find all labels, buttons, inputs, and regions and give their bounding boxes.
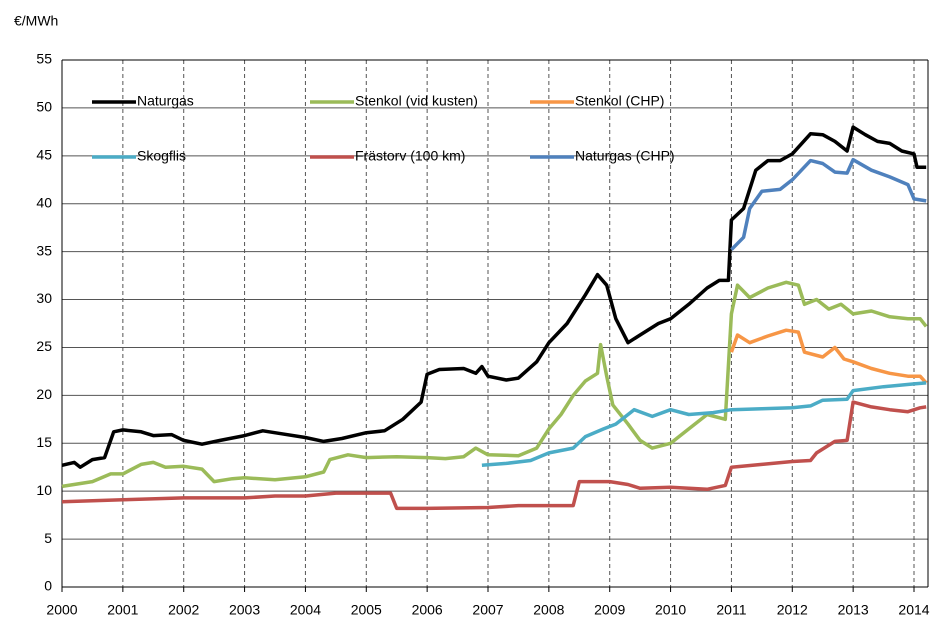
legend-label: Skogflis — [137, 148, 186, 164]
y-tick-label: 40 — [36, 194, 52, 210]
x-tick-label: 2000 — [46, 602, 77, 618]
y-tick-label: 5 — [44, 530, 52, 546]
series-line — [61, 125, 927, 469]
series-line — [61, 400, 927, 511]
y-tick-label: 35 — [36, 242, 52, 258]
y-tick-label: 30 — [36, 290, 52, 306]
x-tick-label: 2014 — [898, 602, 929, 618]
y-tick-label: 55 — [36, 51, 52, 67]
y-tick-label: 45 — [36, 147, 52, 163]
y-tick-label: 25 — [36, 338, 52, 354]
y-tick-label: 10 — [36, 482, 52, 498]
x-tick-label: 2001 — [107, 602, 138, 618]
x-tick-label: 2010 — [655, 602, 686, 618]
legend-label: Naturgas (CHP) — [575, 148, 675, 164]
x-tick-label: 2013 — [838, 602, 869, 618]
x-tick-label: 2006 — [412, 602, 443, 618]
y-axis-label: €/MWh — [14, 13, 58, 29]
y-tick-label: 50 — [36, 99, 52, 115]
y-tick-label: 15 — [36, 434, 52, 450]
y-tick-label: 20 — [36, 386, 52, 402]
x-tick-label: 2002 — [168, 602, 199, 618]
x-tick-label: 2007 — [472, 602, 503, 618]
x-tick-label: 2011 — [716, 602, 746, 618]
legend-label: Stenkol (vid kusten) — [355, 93, 478, 109]
legend-label: Frästorv (100 km) — [355, 148, 465, 164]
series-line — [481, 381, 927, 468]
x-tick-label: 2005 — [351, 602, 382, 618]
x-tick-label: 2003 — [229, 602, 260, 618]
x-tick-label: 2008 — [533, 602, 564, 618]
x-tick-label: 2004 — [290, 602, 321, 618]
series-line — [729, 328, 928, 385]
series-line — [730, 157, 927, 251]
legend-label: Stenkol (CHP) — [575, 93, 664, 109]
y-tick-label: 0 — [44, 578, 52, 594]
series-line — [61, 280, 928, 489]
legend-label: Naturgas — [137, 93, 194, 109]
x-tick-label: 2009 — [594, 602, 625, 618]
x-tick-label: 2012 — [777, 602, 808, 618]
